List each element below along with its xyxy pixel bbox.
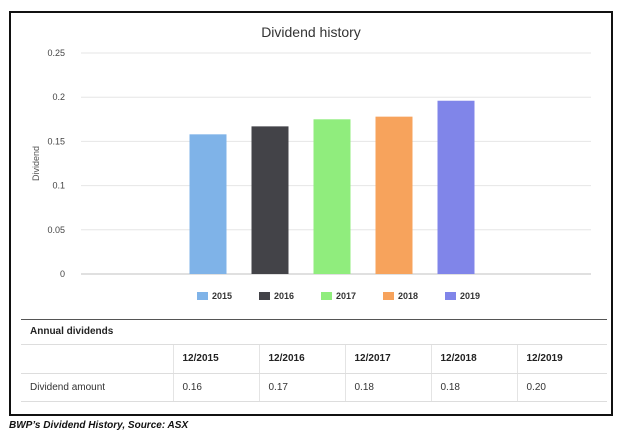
annual-dividends-table: 12/2015 12/2016 12/2017 12/2018 12/2019 … (21, 345, 607, 402)
table-separator (21, 319, 607, 320)
table-title: Annual dividends (21, 320, 607, 345)
table-row: Dividend amount 0.16 0.17 0.18 0.18 0.20 (21, 373, 607, 402)
legend-label-2019: 2019 (460, 291, 480, 301)
legend-swatch-2017 (321, 292, 332, 300)
figure-caption: BWP’s Dividend History, Source: ASX (9, 420, 189, 431)
y-tick-label: 0.25 (47, 48, 65, 58)
bar-2016 (251, 126, 289, 274)
row-label: Dividend amount (21, 373, 173, 402)
legend-swatch-2018 (383, 292, 394, 300)
cell-2018: 0.18 (430, 373, 517, 402)
y-tick-label: 0.2 (52, 92, 65, 102)
legend-label-2018: 2018 (398, 291, 418, 301)
header-cell-2016: 12/2016 (258, 345, 345, 374)
table-header-row: 12/2015 12/2016 12/2017 12/2018 12/2019 (21, 345, 607, 374)
y-tick-label: 0.15 (47, 136, 65, 146)
bar-2018 (375, 116, 413, 274)
cell-2016: 0.17 (258, 373, 345, 402)
cell-2015: 0.16 (172, 373, 259, 402)
y-tick-label: 0.1 (52, 181, 65, 191)
bar-2015 (189, 134, 227, 274)
chart-title: Dividend history (261, 24, 361, 40)
y-tick-label: 0 (60, 269, 65, 279)
bar-2017 (313, 119, 351, 274)
annual-dividends-section: Annual dividends 12/2015 12/2016 12/2017… (21, 319, 607, 402)
cell-2019: 0.20 (516, 373, 607, 402)
chart-frame: Dividend history 0 0.05 0.1 0.15 0.2 0.25 Divid… (9, 11, 613, 416)
dividend-bar-chart: Dividend history 0 0.05 0.1 0.15 0.2 0.25 Divid… (31, 24, 591, 301)
header-cell-2019: 12/2019 (516, 345, 607, 374)
y-axis-label: Dividend (31, 146, 41, 181)
legend-label-2015: 2015 (212, 291, 232, 301)
legend-swatch-2016 (259, 292, 270, 300)
header-cell-2015: 12/2015 (172, 345, 259, 374)
header-cell-empty (21, 345, 173, 374)
y-tick-label: 0.05 (47, 225, 65, 235)
legend-label-2017: 2017 (336, 291, 356, 301)
legend-swatch-2019 (445, 292, 456, 300)
cell-2017: 0.18 (344, 373, 431, 402)
header-cell-2017: 12/2017 (344, 345, 431, 374)
header-cell-2018: 12/2018 (430, 345, 517, 374)
bar-2019 (437, 100, 475, 275)
legend-label-2016: 2016 (274, 291, 294, 301)
legend-swatch-2015 (197, 292, 208, 300)
